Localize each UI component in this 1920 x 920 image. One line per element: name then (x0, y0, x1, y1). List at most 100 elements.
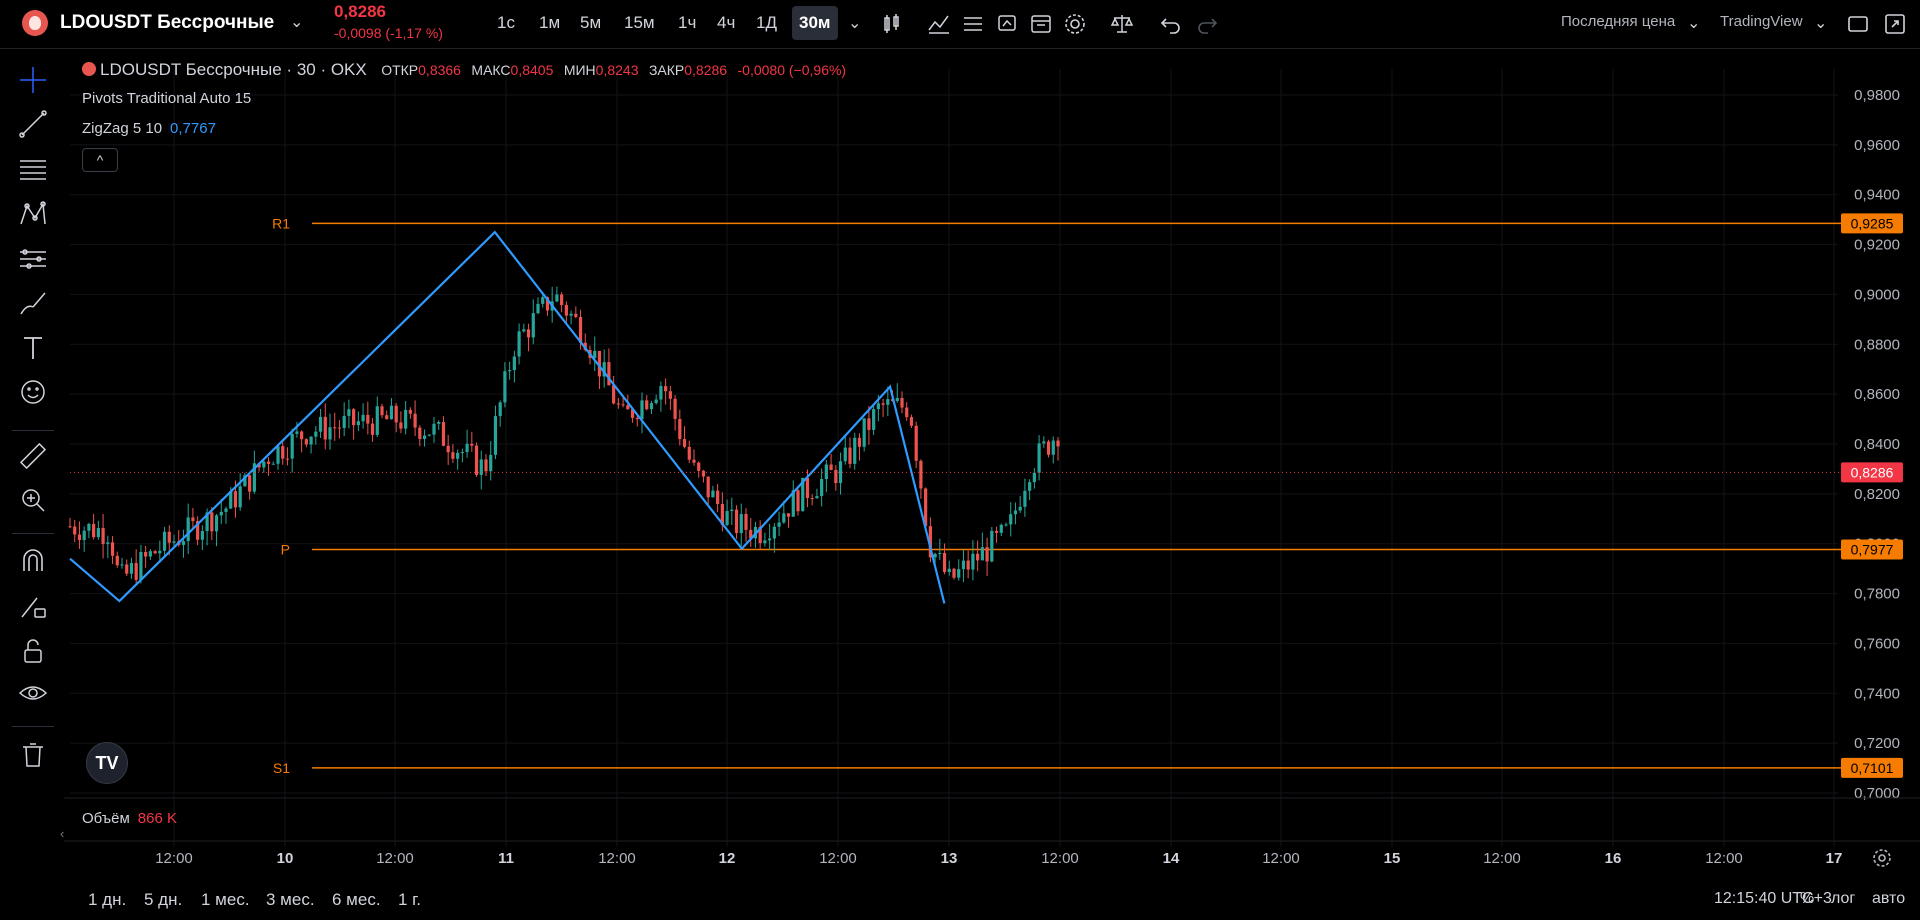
fib-icon[interactable] (17, 153, 49, 185)
candle-body (129, 563, 134, 574)
candle-body (394, 405, 398, 423)
tf-1d[interactable]: 1Д (756, 13, 777, 32)
alert-icon[interactable] (993, 10, 1021, 38)
volume-value: 866 K (137, 810, 177, 827)
candle-body (323, 416, 327, 440)
pattern-icon[interactable] (17, 198, 49, 230)
candle-body (380, 406, 384, 416)
legend-change: -0,0080 (−0,96%) (737, 62, 847, 78)
crosshair-icon[interactable] (17, 64, 49, 96)
auto-toggle[interactable]: авто (1872, 890, 1906, 907)
candle-body (352, 409, 356, 426)
candle-body (262, 461, 266, 468)
pivot-label-s1: S1 (273, 760, 290, 776)
replay-icon[interactable] (1027, 10, 1055, 38)
eye-icon[interactable] (17, 677, 49, 709)
candle-body (125, 564, 129, 574)
candle-body (578, 316, 583, 343)
text-icon[interactable] (17, 332, 49, 364)
tf-1m[interactable]: 1м (539, 13, 561, 32)
tf-5m[interactable]: 5м (580, 13, 602, 32)
tf-1s[interactable]: 1с (497, 13, 515, 32)
high-value: 0,8405 (510, 62, 554, 78)
candle-body (838, 461, 843, 484)
ruler-icon[interactable] (17, 440, 49, 472)
timeframe-chevron-icon[interactable]: ⌄ (848, 15, 862, 32)
candle-body (271, 463, 275, 465)
clock-timezone[interactable]: 12:15:40 UTC+3 (1714, 890, 1832, 907)
price-type-chevron-icon[interactable]: ⌄ (1687, 15, 1701, 32)
tradingview-logo-icon[interactable]: TV (86, 742, 128, 784)
magnet-icon[interactable] (17, 545, 49, 577)
candle-body (503, 371, 507, 403)
candle-body (867, 418, 871, 430)
candle-body (706, 476, 710, 498)
provider-chevron-icon[interactable]: ⌄ (1814, 15, 1828, 32)
redo-icon[interactable] (1193, 10, 1221, 38)
candle-body (470, 443, 474, 446)
candle-body (701, 470, 706, 477)
candle-body (720, 503, 724, 525)
range-1y[interactable]: 1 г. (398, 890, 422, 909)
tf-1h[interactable]: 1ч (678, 13, 697, 32)
list-icon[interactable] (959, 10, 987, 38)
percent-toggle[interactable]: % (1800, 890, 1815, 907)
candle-body (895, 398, 899, 402)
y-tick-label: 0,8600 (1854, 386, 1900, 403)
unlock-icon[interactable] (17, 635, 49, 667)
candle-body (919, 460, 923, 489)
tf-30m[interactable]: 30м (792, 6, 838, 40)
pivots-indicator-label[interactable]: Pivots Traditional Auto 15 (82, 90, 252, 107)
lock-pencil-icon[interactable] (17, 590, 49, 622)
undo-icon[interactable] (1157, 10, 1185, 38)
zoom-icon[interactable] (17, 484, 49, 516)
chart-area[interactable]: 0,70000,72000,74000,76000,78000,80000,82… (64, 49, 1920, 920)
emoji-icon[interactable] (17, 376, 49, 408)
brush-icon[interactable] (17, 287, 49, 319)
range-1d[interactable]: 1 дн. (88, 890, 127, 909)
gear-icon[interactable] (1061, 10, 1089, 38)
symbol-name[interactable]: LDOUSDT Бессрочные (60, 12, 275, 33)
trash-icon[interactable] (17, 739, 49, 771)
collapse-legend-button[interactable]: ^ (82, 148, 118, 172)
candle-body (985, 547, 989, 562)
provider-dropdown[interactable]: TradingView (1720, 13, 1803, 30)
axis-settings-gear-icon[interactable] (1870, 846, 1894, 870)
fullscreen-icon[interactable] (1881, 10, 1909, 38)
candle-body (96, 528, 100, 538)
candle-body (437, 421, 441, 424)
indicators-icon[interactable] (925, 10, 953, 38)
range-5d[interactable]: 5 дн. (144, 890, 183, 909)
layout-icon[interactable] (1844, 10, 1872, 38)
price-chart[interactable]: 0,70000,72000,74000,76000,78000,80000,82… (64, 49, 1920, 920)
candle-body (668, 391, 672, 399)
legend-title[interactable]: LDOUSDT Бессрочные · 30 · OKX (100, 60, 367, 79)
chevron-down-icon[interactable]: ⌄ (290, 14, 304, 31)
volume-label: Объём (82, 810, 130, 827)
trend-line-icon[interactable] (17, 108, 49, 140)
candle-body (815, 496, 819, 499)
candles-icon[interactable] (878, 10, 906, 38)
range-3m[interactable]: 3 мес. (266, 890, 315, 909)
x-tick-label: 15 (1384, 850, 1401, 867)
candle-body (1032, 472, 1036, 483)
forecast-icon[interactable] (17, 243, 49, 275)
tf-4h[interactable]: 4ч (717, 13, 736, 32)
range-1m[interactable]: 1 мес. (201, 890, 250, 909)
compare-icon[interactable] (1108, 10, 1136, 38)
candle-body (144, 551, 148, 557)
range-6m[interactable]: 6 мес. (332, 890, 381, 909)
tf-15m[interactable]: 15м (624, 13, 655, 32)
candle-body (205, 512, 209, 532)
candle-body (928, 526, 932, 558)
candle-body (266, 461, 271, 464)
candle-body (673, 398, 677, 419)
candle-body (914, 425, 918, 461)
volume-legend[interactable]: Объём 866 K (82, 810, 177, 827)
collapse-left-icon[interactable]: ‹ (60, 826, 65, 841)
price-type-dropdown[interactable]: Последняя цена (1561, 13, 1676, 30)
zigzag-indicator[interactable]: ZigZag 5 10 0,7767 (82, 120, 216, 137)
log-toggle[interactable]: лог (1831, 890, 1856, 907)
candle-body (248, 475, 252, 492)
candle-body (512, 356, 516, 371)
